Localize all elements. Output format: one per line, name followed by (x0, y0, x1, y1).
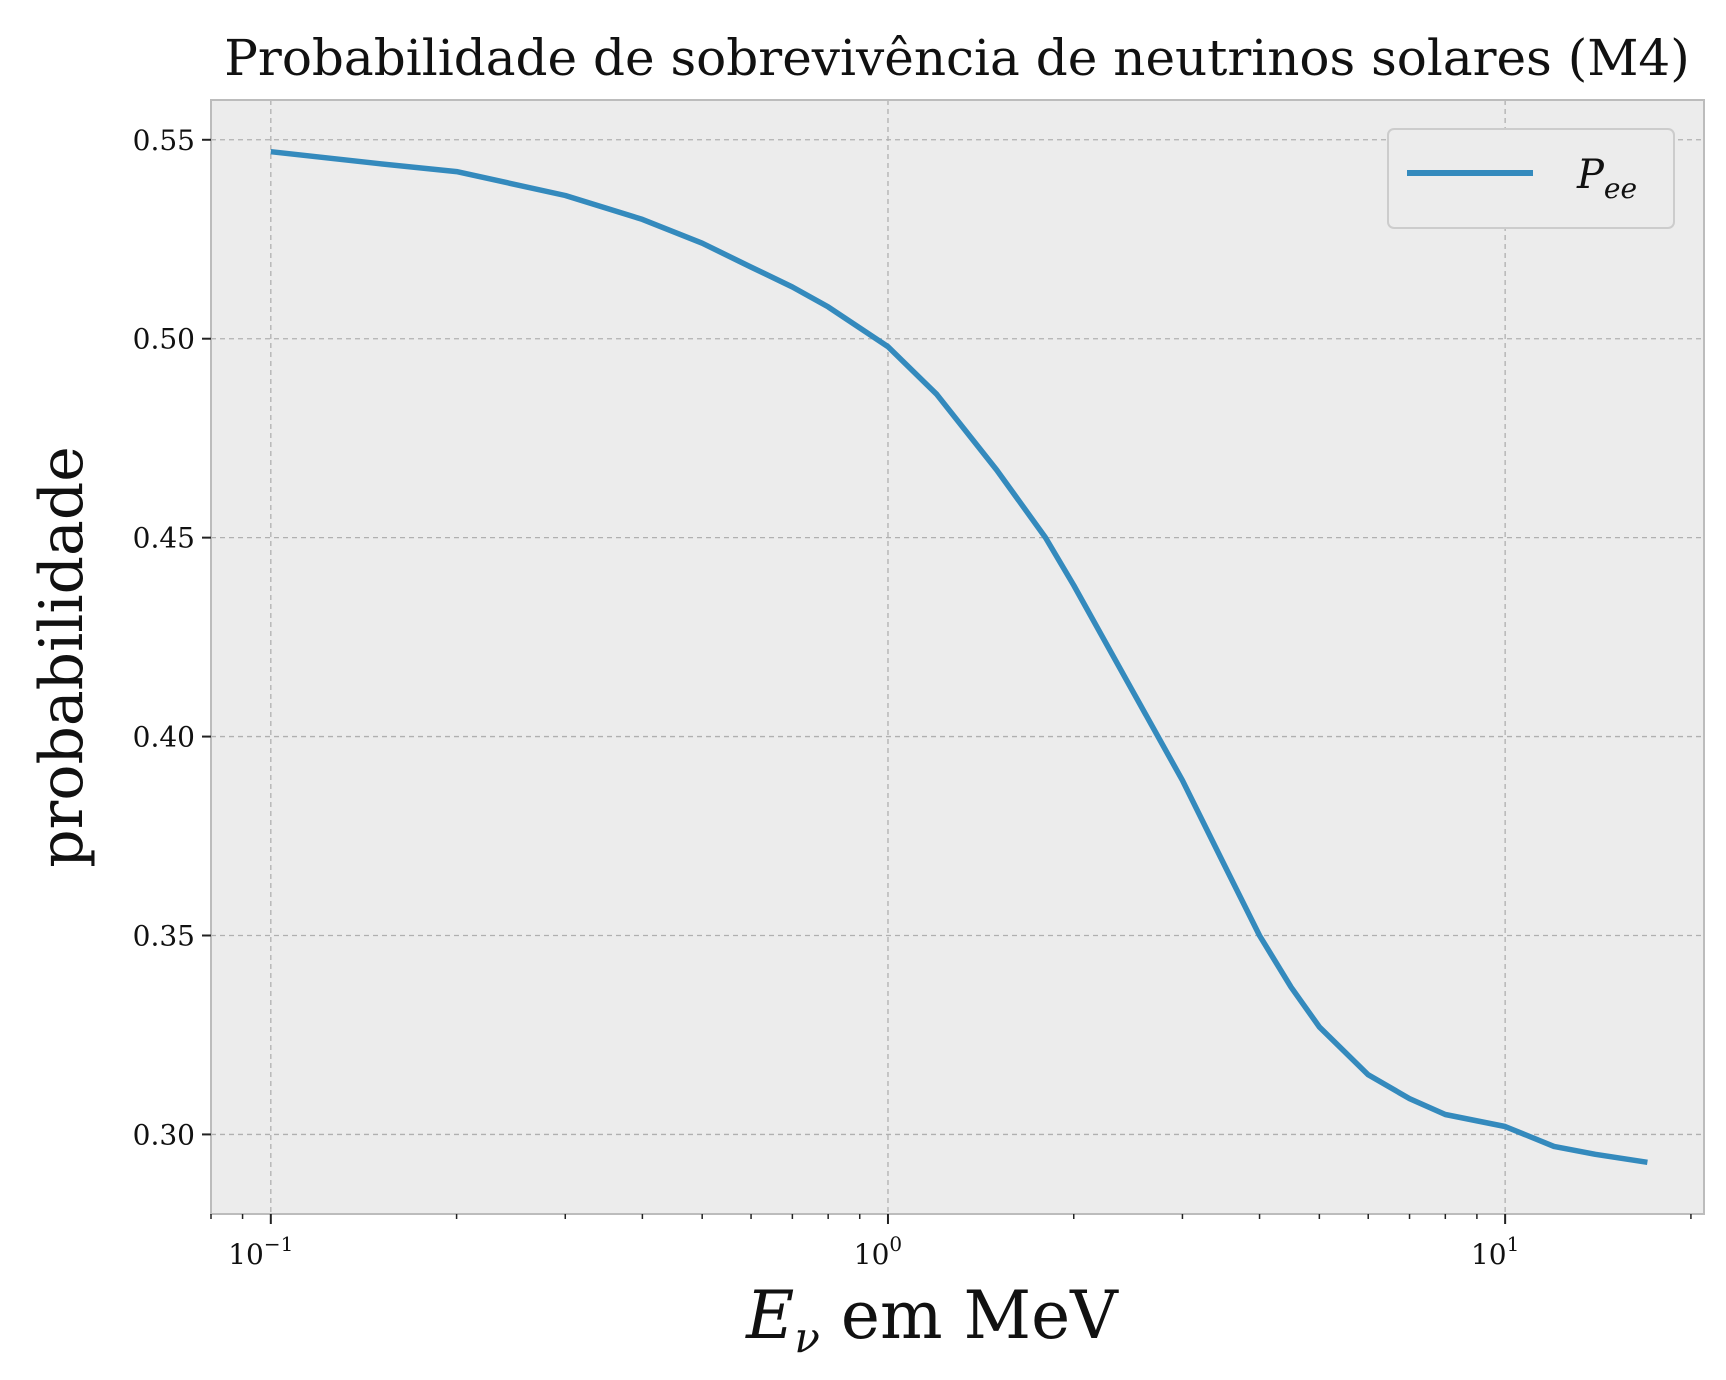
y-axis-label: probabilidade (27, 446, 97, 867)
y-tick-label: 0.45 (133, 522, 195, 555)
y-tick-label: 0.40 (133, 721, 195, 754)
x-axis-label: Eν em MeV (745, 1277, 1119, 1362)
legend-label-sub: ee (1604, 172, 1637, 205)
legend: Pee (1387, 128, 1675, 229)
chart-title: Probabilidade de sobrevivência de neutri… (224, 29, 1689, 87)
series-layer (270, 148, 1648, 1166)
plot-area (211, 100, 1704, 1214)
legend-box (1387, 128, 1675, 229)
legend-entry: Pee (1576, 152, 1637, 205)
x-axis-label-symbol: E (745, 1277, 794, 1354)
plot-frame (210, 99, 1705, 1215)
x-axis-label-text: em MeV (820, 1277, 1119, 1354)
y-tick-label: 0.55 (133, 124, 195, 157)
axis-ticks: 0.30 0.35 0.40 0.45 0.50 0.55 10−1 100 101 (133, 124, 1692, 1271)
x-tick-label: 100 (854, 1232, 902, 1271)
y-tick-label: 0.30 (133, 1118, 195, 1151)
y-tick-label: 0.35 (133, 920, 195, 953)
series-line-pee (270, 148, 1648, 1166)
x-tick-label: 101 (1471, 1232, 1519, 1271)
x-axis-label-subscript: ν (794, 1313, 820, 1362)
legend-label-main: P (1576, 152, 1605, 198)
x-tick-label: 10−1 (228, 1232, 293, 1271)
y-tick-label: 0.50 (133, 323, 195, 356)
